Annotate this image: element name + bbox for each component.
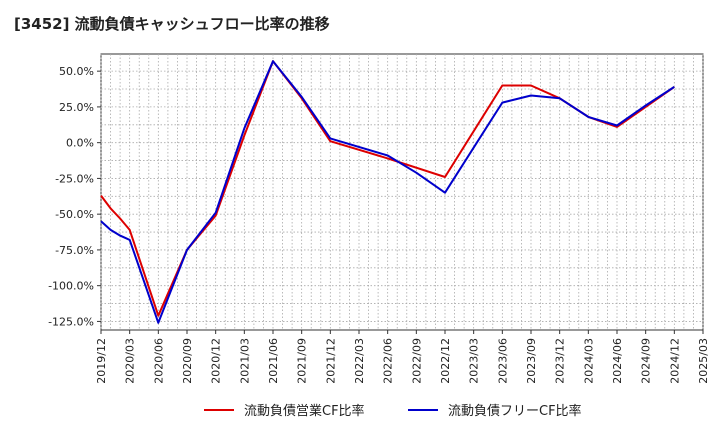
x-tick-label: 2021/09	[296, 338, 309, 384]
x-tick-label: 2024/03	[582, 338, 595, 384]
x-tick-label: 2020/12	[210, 338, 223, 384]
x-tick-label: 2022/12	[439, 338, 452, 384]
y-tick-label: -75.0%	[55, 244, 94, 257]
x-tick-label: 2020/03	[124, 338, 137, 384]
x-tick-label: 2021/12	[324, 338, 337, 384]
y-tick-label: -125.0%	[48, 315, 94, 328]
x-tick-label: 2024/06	[611, 338, 624, 384]
y-tick-label: -25.0%	[55, 172, 94, 185]
legend: 流動負債営業CF比率 流動負債フリーCF比率	[204, 403, 582, 419]
x-tick-label: 2022/09	[410, 338, 423, 384]
x-tick-label: 2024/09	[640, 338, 653, 384]
x-tick-label: 2022/06	[382, 338, 395, 384]
y-tick-label: 25.0%	[59, 101, 94, 114]
x-tick-label: 2025/03	[697, 338, 710, 384]
plot-area	[100, 53, 704, 331]
x-tick-label: 2023/12	[554, 338, 567, 384]
legend-label-1: 流動負債営業CF比率	[244, 403, 365, 419]
x-tick-label: 2021/03	[238, 338, 251, 384]
x-tick-label: 2023/03	[468, 338, 481, 384]
x-tick-label: 2023/06	[496, 338, 509, 384]
chart-title: [3452] 流動負債キャッシュフロー比率の推移	[14, 15, 330, 33]
x-tick-label: 2021/06	[267, 338, 280, 384]
x-axis: 2019/12 2020/03 2020/06 2020/09 2020/12 2021/…	[95, 330, 710, 384]
y-tick-label: -50.0%	[55, 208, 94, 221]
x-tick-label: 2020/06	[152, 338, 165, 384]
x-tick-label: 2022/03	[353, 338, 366, 384]
x-tick-label: 2023/09	[525, 338, 538, 384]
y-tick-label: 50.0%	[59, 65, 94, 78]
series-lines	[100, 60, 675, 324]
series-line-2	[100, 60, 675, 324]
x-tick-label: 2019/12	[95, 338, 108, 384]
x-tick-label: 2020/09	[181, 338, 194, 384]
y-tick-label: -100.0%	[48, 280, 94, 293]
legend-label-2: 流動負債フリーCF比率	[448, 403, 582, 419]
y-tick-label: 0.0%	[66, 137, 94, 150]
x-tick-label: 2024/12	[668, 338, 681, 384]
plot-frame	[100, 53, 704, 331]
y-axis: 50.0% 25.0% 0.0% -25.0% -50.0% -75.0% -100.0% -…	[48, 65, 101, 328]
